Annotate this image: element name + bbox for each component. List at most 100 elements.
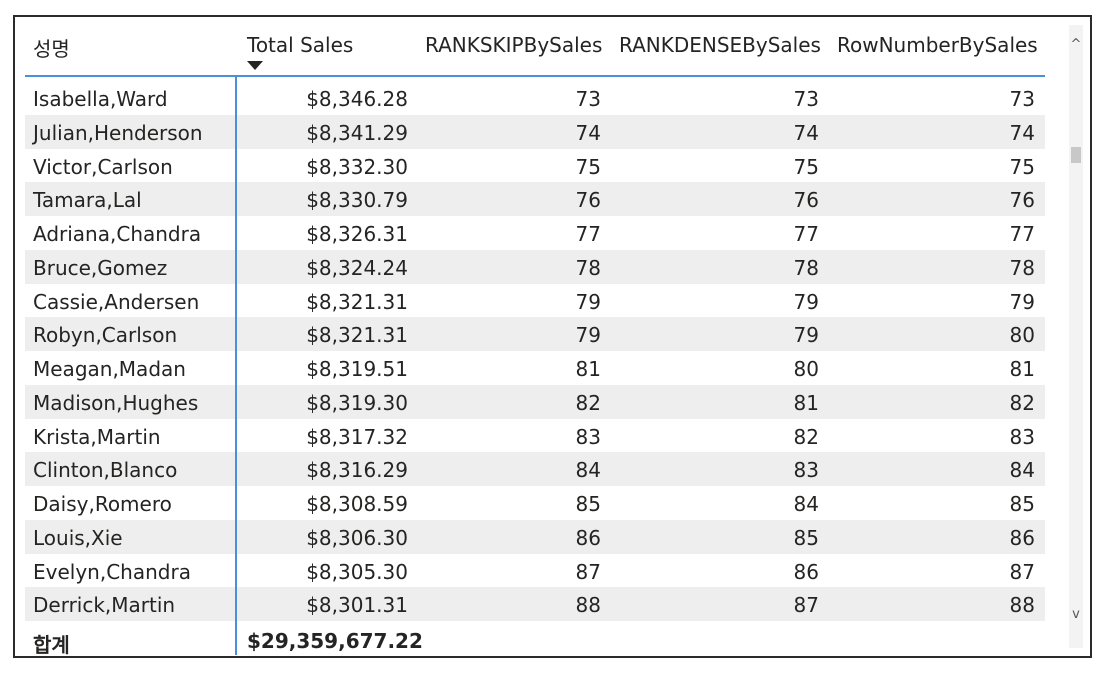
- cell-rank-skip: 74: [575, 120, 601, 145]
- cell-name: Clinton,Blanco: [33, 458, 178, 483]
- cell-total-sales: $8,324.24: [306, 255, 408, 280]
- cell-name: Evelyn,Chandra: [33, 559, 191, 584]
- table-row[interactable]: Julian,Henderson $8,341.29 74 74 74: [25, 114, 1045, 149]
- chevron-down-icon[interactable]: v: [1072, 607, 1080, 622]
- cell-row-number: 88: [1009, 593, 1035, 618]
- cell-rank-dense: 80: [793, 357, 819, 381]
- cell-rank-skip: 83: [575, 424, 601, 449]
- cell-rank-skip: 88: [575, 593, 601, 618]
- table-row[interactable]: Isabella,Ward $8,346.28 73 73 73: [25, 81, 1045, 115]
- cell-rank-skip: 79: [575, 323, 601, 348]
- cell-row-number: 80: [1009, 323, 1035, 348]
- header-total-sales[interactable]: Total Sales: [247, 33, 354, 57]
- cell-rank-dense: 79: [793, 289, 819, 314]
- cell-total-sales: $8,321.31: [306, 289, 408, 314]
- total-sales-value: $29,359,677.22: [247, 629, 423, 653]
- table-row[interactable]: Meagan,Madan $8,319.51 81 80 81: [25, 351, 1045, 385]
- cell-name: Louis,Xie: [33, 525, 123, 550]
- table-body: Isabella,Ward $8,346.28 73 73 73 Julian,Hende…: [25, 81, 1045, 621]
- cell-row-number: 85: [1009, 492, 1035, 516]
- cell-rank-dense: 74: [793, 120, 819, 145]
- sort-descending-icon[interactable]: [247, 61, 263, 70]
- cell-name: Madison,Hughes: [33, 390, 199, 415]
- chevron-up-icon[interactable]: ^: [1070, 37, 1082, 52]
- table-row[interactable]: Tamara,Lal $8,330.79 76 76 76: [25, 182, 1045, 216]
- cell-rank-dense: 76: [793, 188, 819, 213]
- table-row[interactable]: Evelyn,Chandra $8,305.30 87 86 87: [25, 554, 1045, 588]
- cell-total-sales: $8,321.31: [306, 323, 408, 348]
- cell-rank-skip: 81: [575, 357, 601, 381]
- cell-rank-skip: 79: [575, 289, 601, 314]
- scrollbar-thumb[interactable]: [1071, 147, 1081, 163]
- table-row[interactable]: Clinton,Blanco $8,316.29 84 83 84: [25, 452, 1045, 486]
- cell-rank-skip: 77: [575, 222, 601, 246]
- cell-row-number: 81: [1009, 357, 1035, 381]
- cell-rank-skip: 82: [575, 390, 601, 415]
- table-visual: 성명 Total Sales RANKSKIPBySales RANKDENSE…: [13, 15, 1092, 658]
- cell-row-number: 82: [1009, 390, 1035, 415]
- cell-total-sales: $8,317.32: [306, 424, 408, 449]
- cell-rank-skip: 78: [575, 255, 601, 280]
- table-row[interactable]: Robyn,Carlson $8,321.31 79 79 80: [25, 317, 1045, 351]
- cell-name: Victor,Carlson: [33, 154, 173, 179]
- cell-total-sales: $8,301.31: [306, 593, 408, 618]
- cell-total-sales: $8,305.30: [306, 559, 408, 584]
- cell-row-number: 73: [1009, 87, 1035, 111]
- cell-name: Derrick,Martin: [33, 593, 176, 618]
- table-row[interactable]: Krista,Martin $8,317.32 83 82 83: [25, 419, 1045, 453]
- cell-name: Julian,Henderson: [33, 120, 203, 145]
- table-row[interactable]: Madison,Hughes $8,319.30 82 81 82: [25, 384, 1045, 419]
- cell-name: Bruce,Gomez: [33, 255, 168, 280]
- cell-name: Tamara,Lal: [33, 188, 142, 213]
- cell-rank-dense: 79: [793, 323, 819, 348]
- table-row[interactable]: Derrick,Martin $8,301.31 88 87 88: [25, 587, 1045, 621]
- header-name[interactable]: 성명: [33, 37, 70, 61]
- cell-rank-skip: 85: [575, 492, 601, 516]
- cell-rank-dense: 78: [793, 255, 819, 280]
- cell-name: Krista,Martin: [33, 424, 161, 449]
- cell-row-number: 75: [1009, 154, 1035, 179]
- cell-row-number: 87: [1009, 559, 1035, 584]
- cell-row-number: 74: [1009, 120, 1035, 145]
- cell-total-sales: $8,306.30: [306, 525, 408, 550]
- cell-row-number: 86: [1009, 525, 1035, 550]
- total-label: 합계: [33, 633, 70, 657]
- column-divider: [235, 77, 237, 655]
- header-rank-skip[interactable]: RANKSKIPBySales: [425, 33, 603, 57]
- table-row[interactable]: Louis,Xie $8,306.30 86 85 86: [25, 519, 1045, 554]
- cell-name: Robyn,Carlson: [33, 323, 178, 348]
- cell-rank-skip: 87: [575, 559, 601, 584]
- header-row-number[interactable]: RowNumberBySales: [837, 33, 1038, 57]
- cell-total-sales: $8,346.28: [306, 87, 408, 111]
- cell-row-number: 76: [1009, 188, 1035, 213]
- cell-rank-dense: 77: [793, 222, 819, 246]
- table-row[interactable]: Bruce,Gomez $8,324.24 78 78 78: [25, 249, 1045, 284]
- cell-row-number: 83: [1009, 424, 1035, 449]
- header-rank-dense[interactable]: RANKDENSEBySales: [619, 33, 821, 57]
- cell-row-number: 79: [1009, 289, 1035, 314]
- cell-total-sales: $8,332.30: [306, 154, 408, 179]
- table-row[interactable]: Victor,Carlson $8,332.30 75 75 75: [25, 149, 1045, 183]
- table: 성명 Total Sales RANKSKIPBySales RANKDENSE…: [25, 25, 1045, 657]
- cell-rank-dense: 85: [793, 525, 819, 550]
- cell-rank-dense: 87: [793, 593, 819, 618]
- cell-rank-dense: 83: [793, 458, 819, 483]
- table-row[interactable]: Cassie,Andersen $8,321.31 79 79 79: [25, 284, 1045, 318]
- cell-name: Isabella,Ward: [33, 87, 168, 111]
- cell-row-number: 78: [1009, 255, 1035, 280]
- cell-rank-skip: 75: [575, 154, 601, 179]
- cell-name: Cassie,Andersen: [33, 289, 200, 314]
- cell-rank-dense: 86: [793, 559, 819, 584]
- cell-total-sales: $8,341.29: [306, 120, 408, 145]
- cell-total-sales: $8,319.51: [306, 357, 408, 381]
- table-row[interactable]: Adriana,Chandra $8,326.31 77 77 77: [25, 216, 1045, 250]
- cell-rank-skip: 84: [575, 458, 601, 483]
- vertical-scrollbar[interactable]: ^ v: [1069, 25, 1083, 648]
- cell-rank-dense: 82: [793, 424, 819, 449]
- table-row[interactable]: Daisy,Romero $8,308.59 85 84 85: [25, 486, 1045, 520]
- cell-total-sales: $8,326.31: [306, 222, 408, 246]
- cell-total-sales: $8,316.29: [306, 458, 408, 483]
- cell-name: Meagan,Madan: [33, 357, 186, 381]
- total-row: 합계 $29,359,677.22: [25, 623, 1045, 657]
- cell-rank-dense: 75: [793, 154, 819, 179]
